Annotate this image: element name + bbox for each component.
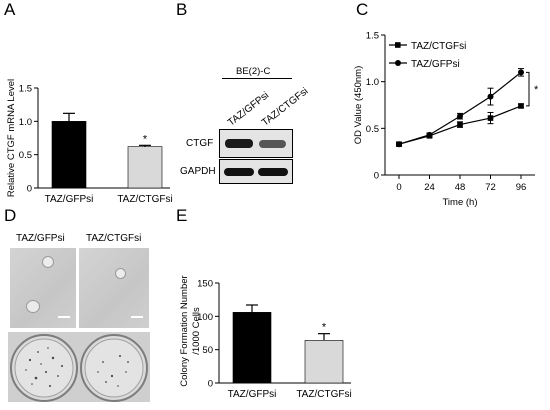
y-tick-label: 150 <box>197 279 213 290</box>
data-point <box>426 131 433 138</box>
x-tick-label: 48 <box>455 182 466 193</box>
legend-label: TAZ/CTGFsi <box>411 41 466 52</box>
lane-label-ctgfsi: TAZ/CTGFsi <box>260 85 311 129</box>
data-point <box>457 121 463 128</box>
plates-svg <box>10 334 148 402</box>
x-tick-label: 72 <box>485 182 496 193</box>
y-tick-label: 1.0 <box>19 117 32 128</box>
y-axis-label: /1000 Cells <box>191 307 202 355</box>
data-point <box>487 93 494 100</box>
data-point <box>457 113 463 120</box>
band-label-gapdh: GAPDH <box>180 166 216 177</box>
band-gapdh-lane2 <box>258 168 288 176</box>
colony-blob <box>115 268 126 279</box>
x-tick-label: TAZ/GFPsi <box>45 194 94 205</box>
panel-letter-a: A <box>4 0 16 19</box>
y-axis-label: Relative CTGF mRNA Level <box>6 79 17 197</box>
blot-ctgf <box>219 129 293 158</box>
significance-bracket <box>526 71 530 107</box>
micrograph-gfpsi <box>10 248 76 328</box>
y-tick-label: 0.5 <box>19 150 32 161</box>
blot-panel: BE(2)-C TAZ/GFPsi TAZ/CTGFsi CTGF GAPDH <box>176 60 310 185</box>
panel-letter-d: D <box>4 206 17 225</box>
data-point <box>487 115 494 121</box>
significance-marker: * <box>143 133 148 145</box>
y-axis-label: Colony Formation Number <box>179 275 190 386</box>
colony-blob <box>42 256 54 268</box>
y-tick-label: 0 <box>374 171 379 182</box>
panel-letter-c: C <box>356 0 369 19</box>
legend-label: TAZ/GFPsi <box>411 59 460 70</box>
data-point <box>518 103 524 109</box>
y-tick-label: 0 <box>208 379 213 390</box>
panel-letter-e: E <box>176 206 188 225</box>
cell-line-label: BE(2)-C <box>236 66 271 77</box>
y-tick-label: 1.5 <box>19 84 32 95</box>
y-tick-label: 1.5 <box>366 31 379 42</box>
colony-blob <box>26 300 40 313</box>
panel-letter-b: B <box>176 0 188 19</box>
y-tick-label: 0 <box>27 184 32 195</box>
image-label-gfpsi: TAZ/GFPsi <box>16 233 65 244</box>
scale-bar <box>58 316 70 318</box>
scale-bar <box>131 316 143 318</box>
y-tick-label: 1.0 <box>366 77 379 88</box>
band-label-ctgf: CTGF <box>186 138 214 149</box>
bar <box>127 146 163 189</box>
x-axis-label: Time (h) <box>442 197 477 208</box>
y-tick-label: 50 <box>202 345 213 356</box>
data-point <box>518 69 524 76</box>
legend-marker <box>395 42 401 48</box>
legend-marker <box>395 60 401 66</box>
image-label-ctgfsi: TAZ/CTGFsi <box>86 233 142 244</box>
colony-images-panel: TAZ/GFPsi TAZ/CTGFsi <box>0 220 160 405</box>
x-tick-label: 0 <box>396 182 401 193</box>
series-line <box>398 71 522 145</box>
band-ctgf-lane2 <box>259 140 286 148</box>
cell-line-bracket <box>222 78 292 79</box>
plate-photo <box>8 332 150 402</box>
significance-marker: * <box>322 322 327 334</box>
chart-a: 0 0.5 1.0 1.5 TAZ/GFPsi TAZ/CTGFsi * Relative C… <box>6 79 173 205</box>
y-tick-label: 0.5 <box>366 124 379 135</box>
blot-gapdh <box>219 159 293 184</box>
band-ctgf-lane1 <box>225 139 253 148</box>
chart-e: 0 50 100 150 TAZ/GFPsi TAZ/CTGFsi * Colony Form… <box>179 275 352 400</box>
chart-c: 0 0.5 1.0 1.5 0 24 48 72 96 Time (h) OD Value (450… <box>353 31 539 209</box>
x-tick-label: TAZ/GFPsi <box>228 389 277 400</box>
x-tick-label: 24 <box>424 182 435 193</box>
significance-marker: * <box>534 84 539 96</box>
x-tick-label: TAZ/CTGFsi <box>117 194 172 205</box>
x-tick-label: 96 <box>516 182 527 193</box>
x-tick-label: TAZ/CTGFsi <box>296 389 351 400</box>
band-gapdh-lane1 <box>224 168 254 176</box>
micrograph-ctgfsi <box>79 248 149 328</box>
y-tick-label: 100 <box>197 312 213 323</box>
bar <box>51 121 87 189</box>
data-point <box>396 141 402 148</box>
y-axis-label: OD Value (450nm) <box>353 66 364 145</box>
bar <box>304 340 344 384</box>
bar <box>232 312 272 384</box>
